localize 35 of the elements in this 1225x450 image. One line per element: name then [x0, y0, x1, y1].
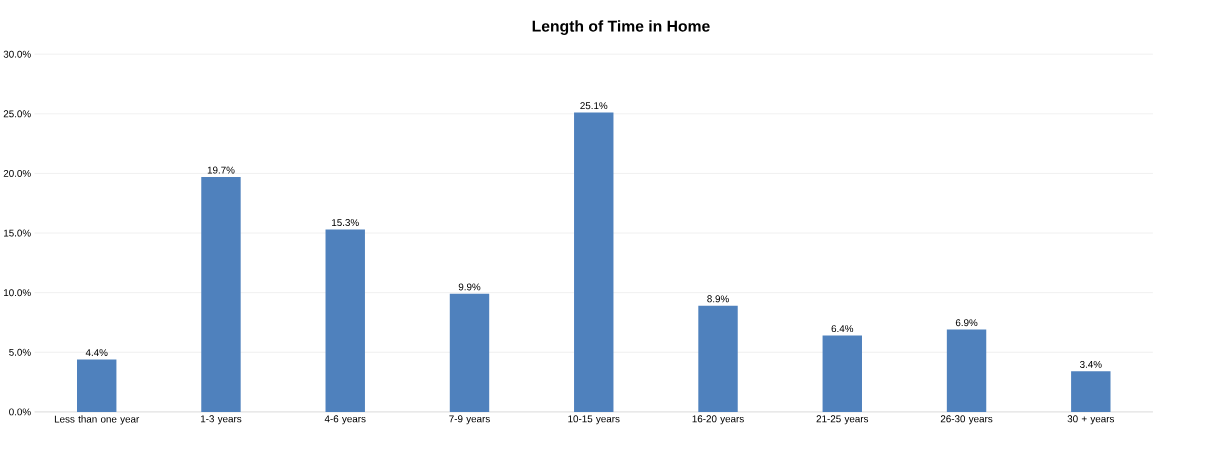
bar [201, 176, 241, 412]
y-tick-label: 20.0% [3, 169, 31, 177]
y-tick-label: 10.0% [4, 289, 31, 296]
data-label: 3.4% [1079, 360, 1102, 368]
data-label: 9.9% [458, 283, 481, 291]
x-tick-label: Less than one year [54, 415, 140, 425]
y-tick-label: 0.0% [9, 408, 31, 416]
bar [946, 329, 987, 412]
bar [574, 112, 614, 412]
y-tick-label: 30.0% [3, 50, 31, 58]
chart-title: Length of Time in Home [532, 20, 710, 35]
data-label: 8.9% [707, 295, 729, 303]
bar [77, 359, 117, 412]
x-tick-label: 21-25 years [816, 415, 869, 425]
bar [1071, 371, 1111, 412]
bar [698, 305, 738, 412]
data-label: 25.1% [580, 102, 608, 109]
bar [325, 229, 365, 412]
x-tick-label: 1-3 years [200, 415, 242, 425]
x-tick-label: 10-15 years [568, 415, 620, 425]
data-label: 15.3% [332, 218, 359, 226]
x-tick-label: 7-9 years [449, 415, 490, 425]
x-tick-label: 26-30 years [940, 415, 993, 425]
y-tick-label: 25.0% [3, 110, 31, 118]
y-tick-label: 15.0% [4, 229, 31, 237]
data-label: 19.7% [207, 166, 235, 174]
x-tick-label: 4-6 years [324, 415, 366, 425]
y-tick-label: 5.0% [9, 348, 31, 356]
data-label: 6.9% [955, 319, 978, 326]
data-label: 4.4% [85, 348, 108, 356]
x-tick-label: 30 + years [1067, 415, 1115, 425]
data-label: 6.4% [831, 325, 854, 332]
bar [449, 293, 490, 412]
bar [822, 335, 862, 412]
x-tick-label: 16-20 years [692, 415, 744, 425]
